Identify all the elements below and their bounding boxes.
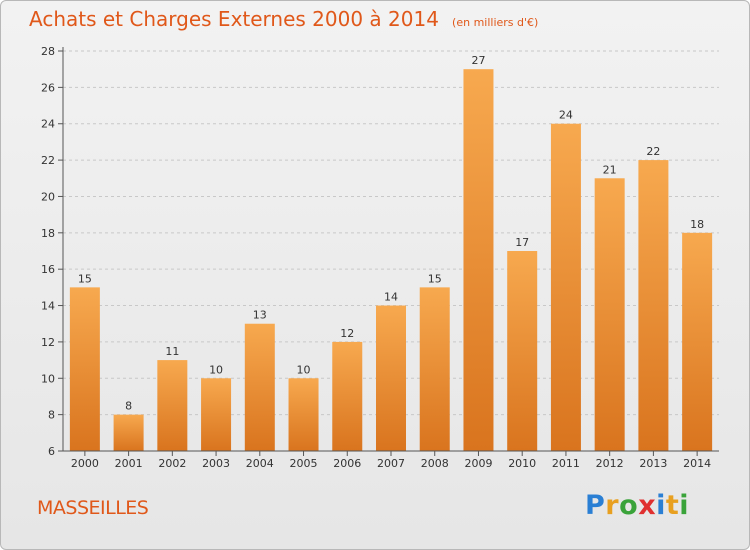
x-tick-label: 2001	[115, 457, 143, 470]
x-tick-label: 2003	[202, 457, 230, 470]
bar-value-label: 27	[471, 54, 485, 67]
x-tick-label: 2007	[377, 457, 405, 470]
bar	[419, 287, 450, 451]
logo-letter: P	[585, 490, 606, 521]
bar-layer	[69, 69, 713, 452]
bar	[507, 251, 538, 451]
bar	[288, 378, 319, 451]
y-tick-label: 28	[41, 45, 55, 58]
bar-value-label: 12	[340, 327, 354, 340]
bar	[594, 178, 625, 452]
x-tick-label: 2009	[464, 457, 492, 470]
bar-value-label: 10	[209, 363, 223, 376]
y-tick-label: 16	[41, 263, 55, 276]
bar-value-label: 24	[559, 109, 573, 122]
logo-letter: x	[638, 490, 657, 521]
y-tick-label: 6	[48, 445, 55, 458]
y-tick-label: 22	[41, 154, 55, 167]
bar	[157, 360, 188, 451]
x-tick-label: 2006	[333, 457, 361, 470]
axis-layer: 6 8 10 12 14 16 18 20 22 24 26 28 2000 2001 2002 2003 20…	[41, 45, 719, 470]
bar	[550, 123, 581, 452]
unit-label: (en milliers d'€)	[452, 16, 539, 29]
logo-letter: o	[619, 490, 639, 521]
y-tick-label: 14	[41, 300, 55, 313]
y-tick-label: 8	[48, 409, 55, 422]
bar	[638, 160, 669, 451]
bar	[244, 323, 275, 451]
y-tick-label: 26	[41, 81, 55, 94]
bar-value-label: 14	[384, 291, 398, 304]
proxiti-logo[interactable]: Proxiti	[585, 490, 689, 521]
bar-value-label: 15	[78, 272, 92, 285]
bar-value-label: 21	[603, 163, 617, 176]
bar	[682, 232, 713, 451]
bar	[113, 414, 144, 451]
bar-value-label: 17	[515, 236, 529, 249]
logo-letter: r	[605, 490, 620, 521]
bar	[201, 378, 232, 451]
bar-value-label: 13	[253, 309, 267, 322]
bar	[69, 287, 100, 451]
x-tick-label: 2013	[639, 457, 667, 470]
logo-letter: t	[665, 490, 680, 521]
x-tick-label: 2010	[508, 457, 536, 470]
y-tick-label: 18	[41, 227, 55, 240]
x-tick-label: 2004	[246, 457, 274, 470]
chart-title: Achats et Charges Externes 2000 à 2014 (…	[29, 7, 538, 31]
y-tick-label: 10	[41, 372, 55, 385]
y-tick-label: 20	[41, 190, 55, 203]
title-text: Achats et Charges Externes 2000 à 2014	[29, 7, 439, 31]
bar-value-label: 10	[297, 363, 311, 376]
bar	[332, 341, 363, 451]
bar-value-label: 22	[646, 145, 660, 158]
y-tick-label: 12	[41, 336, 55, 349]
bar-value-label: 15	[428, 272, 442, 285]
commune-name: MASSEILLES	[37, 497, 149, 519]
x-tick-label: 2014	[683, 457, 711, 470]
x-tick-label: 2000	[71, 457, 99, 470]
x-tick-label: 2011	[552, 457, 580, 470]
x-tick-label: 2008	[421, 457, 449, 470]
bar-value-label: 18	[690, 218, 704, 231]
logo-letter: i	[656, 490, 666, 521]
bar-value-label: 11	[165, 345, 179, 358]
logo-letter: i	[679, 490, 690, 521]
y-tick-label: 24	[41, 118, 55, 131]
bar	[463, 69, 494, 451]
x-tick-label: 2005	[290, 457, 318, 470]
x-tick-label: 2002	[158, 457, 186, 470]
bar	[376, 305, 406, 451]
label-layer: 15 8 11 10 13 10 12 14 15 27 17 24 21 22 18	[78, 54, 704, 412]
bar-value-label: 8	[125, 400, 132, 413]
x-tick-label: 2012	[596, 457, 624, 470]
